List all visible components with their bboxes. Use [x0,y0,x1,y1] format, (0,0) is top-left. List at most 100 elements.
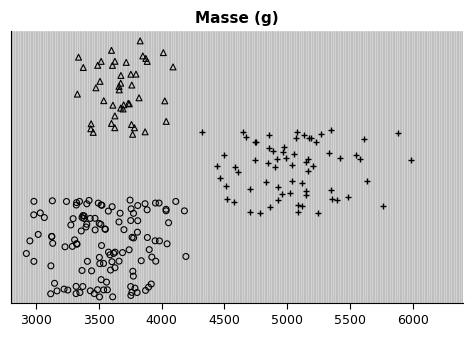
Point [352,152,360,158]
Point [128,122,135,127]
Point [91,291,98,296]
Point [80,65,87,70]
Point [73,284,80,289]
Point [80,213,88,219]
Point [111,58,118,64]
Point [326,150,333,155]
Point [344,195,352,200]
Point [72,291,80,296]
Point [281,144,288,149]
Point [115,259,123,264]
Point [128,290,136,295]
Point [182,254,190,259]
Point [109,63,116,68]
Point [162,208,170,214]
Point [137,258,145,263]
Point [152,259,160,264]
Point [294,210,302,215]
Point [216,175,223,180]
Point [120,227,128,232]
Point [279,150,287,155]
Point [128,235,136,240]
Point [87,126,95,131]
Point [302,159,310,165]
Point [78,268,86,273]
Point [100,98,108,103]
Point [23,251,30,256]
Point [132,71,140,77]
Point [73,202,80,208]
Point [213,163,220,168]
Point [146,247,153,252]
Point [105,209,112,214]
Point [83,201,91,207]
Point [71,237,78,243]
Point [143,207,151,213]
Point [30,199,38,204]
Point [165,220,173,225]
Point [142,56,150,61]
Point [293,129,301,135]
Point [270,148,277,153]
Point [282,155,290,161]
Point [134,218,142,223]
Point [407,158,415,163]
Point [131,285,139,291]
Point [94,63,101,68]
Point [336,155,344,161]
Point [162,207,170,212]
Point [160,50,167,55]
Point [117,73,125,78]
Point [36,210,44,216]
Point [108,48,115,53]
Point [73,242,81,247]
Point [145,285,152,290]
Point [111,113,118,119]
Point [129,273,137,279]
Point [304,156,311,162]
Point [30,212,37,218]
Point [126,197,134,203]
Point [116,87,123,93]
Point [198,129,206,134]
Point [163,119,170,124]
Point [90,130,97,135]
Point [79,284,87,289]
Point [94,287,101,292]
Point [152,200,159,206]
Point [126,101,133,106]
Point [312,139,320,144]
Point [117,105,125,111]
Point [223,196,230,201]
Point [75,54,82,60]
Point [360,136,368,142]
Point [305,135,313,141]
Point [120,102,128,107]
Point [290,151,298,156]
Point [73,91,81,97]
Point [263,180,270,185]
Point [292,136,300,141]
Point [231,199,238,204]
Point [109,294,117,299]
Point [131,125,138,130]
Point [137,38,144,44]
Point [100,287,108,293]
Point [109,204,116,210]
Point [104,287,111,292]
Point [47,263,55,269]
Point [147,281,155,287]
Point [92,85,100,91]
Point [101,227,109,232]
Point [97,202,105,208]
Point [87,288,94,293]
Point [279,191,286,196]
Point [30,259,37,264]
Point [94,200,102,206]
Point [60,286,68,292]
Point [318,132,325,137]
Point [83,259,91,264]
Point [122,60,130,65]
Point [135,95,143,100]
Point [64,287,72,293]
